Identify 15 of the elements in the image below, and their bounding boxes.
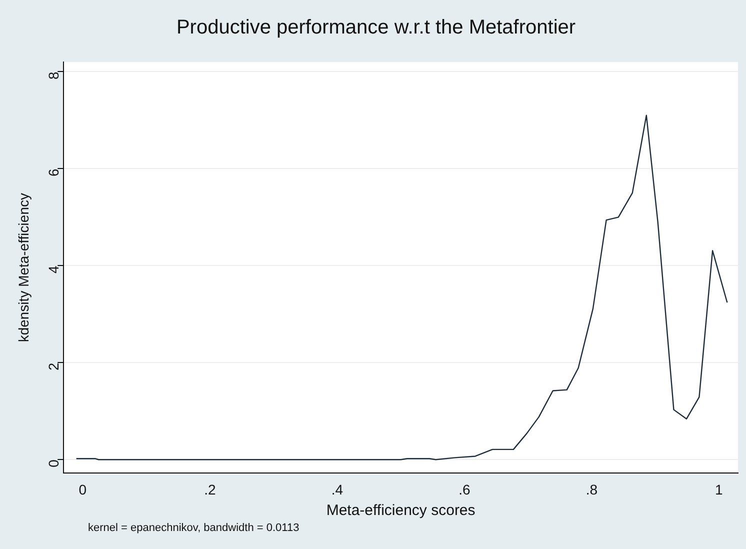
- text: kernel = epanechnikov, bandwidth = 0.0113: [88, 522, 300, 534]
- x-tick-label: .4: [331, 481, 344, 498]
- x-tick-label: .2: [204, 481, 216, 498]
- chart-title: Productive performance w.r.t the Metafrontier: [176, 16, 576, 39]
- y-tick-label: 6: [45, 168, 62, 176]
- y-tick-label: 8: [45, 71, 62, 80]
- y-tick-label: 0: [45, 459, 62, 468]
- x-axis-title: Meta-efficiency scores: [326, 502, 476, 520]
- y-axis-title: kdensity Meta-efficiency: [15, 193, 32, 342]
- x-tick-label: 0: [78, 481, 87, 498]
- x-tick-label: .8: [586, 481, 598, 498]
- x-tick-label: 1: [715, 481, 724, 498]
- x-tick-label: .6: [458, 481, 470, 498]
- y-tick-label: 4: [45, 265, 62, 274]
- y-tick-label: 2: [45, 362, 62, 370]
